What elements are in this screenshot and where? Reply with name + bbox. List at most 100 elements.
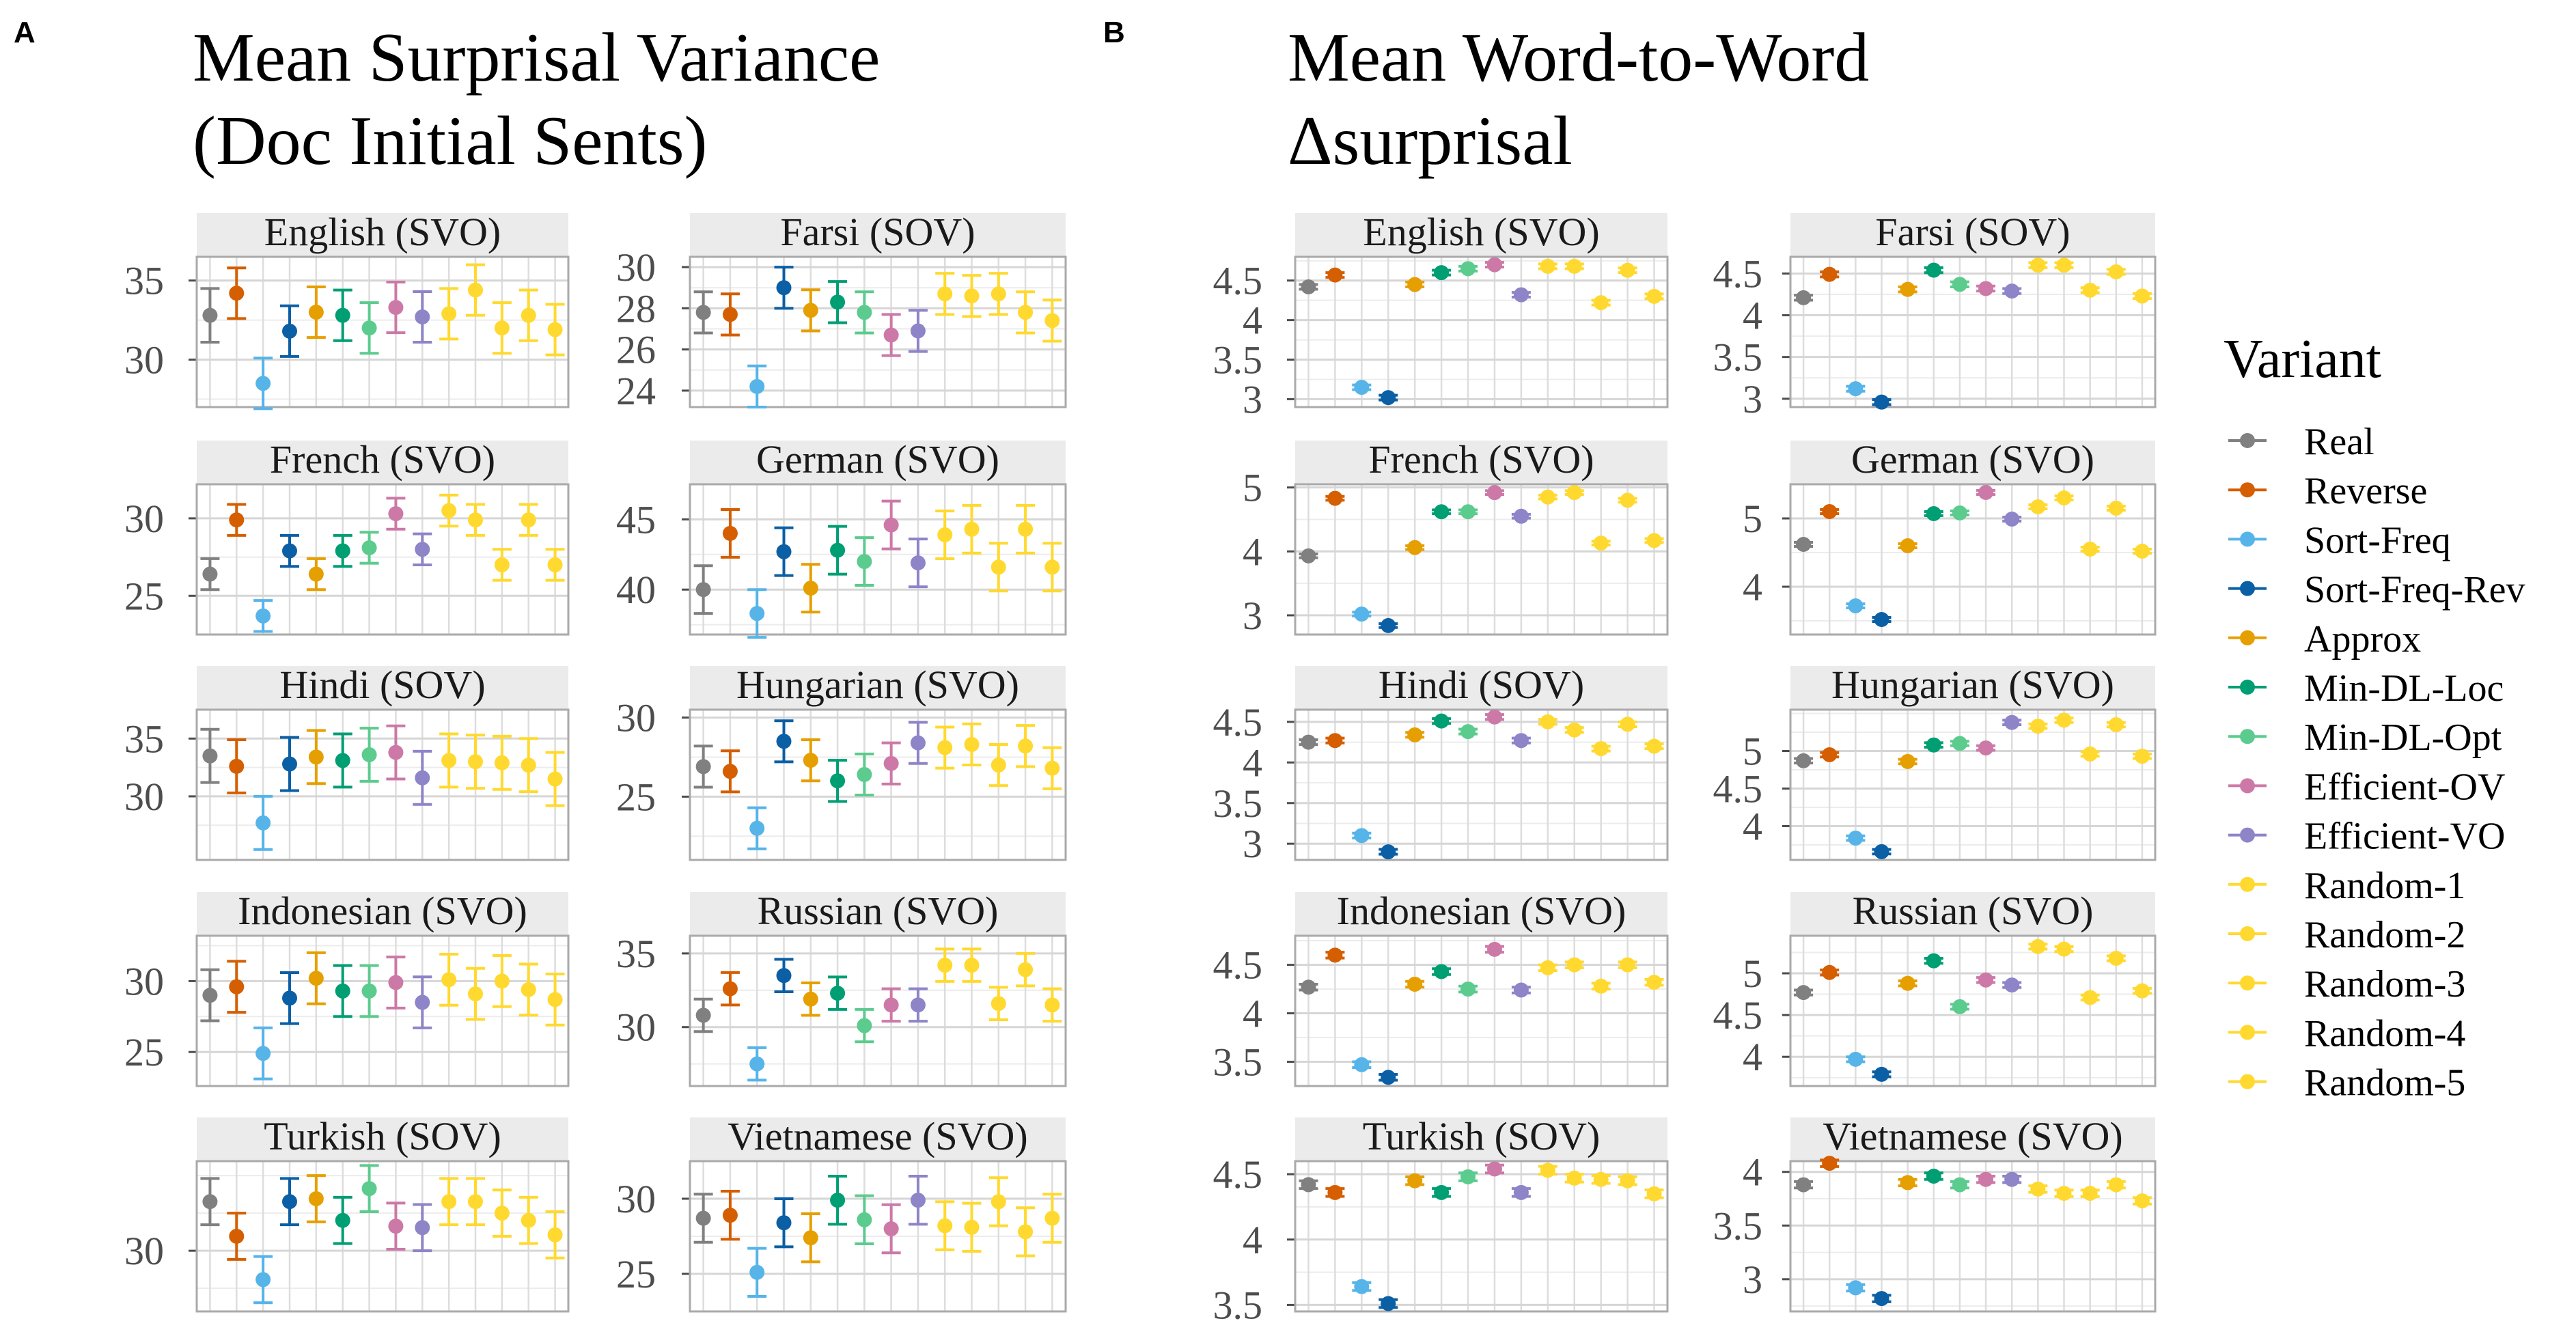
data-point — [468, 1194, 483, 1210]
data-point — [361, 983, 377, 999]
legend-key-point — [2240, 531, 2255, 547]
data-point — [308, 566, 324, 582]
legend-label: Random-1 — [2304, 865, 2465, 907]
facet-strip — [1295, 1117, 1667, 1161]
y-tick-label: 4.5 — [1213, 700, 1263, 744]
data-point — [229, 286, 245, 301]
y-tick-label: 35 — [616, 932, 656, 976]
data-point — [1327, 267, 1343, 283]
legend-title: Variant — [2224, 329, 2381, 389]
data-point — [857, 766, 872, 782]
data-point — [1566, 485, 1582, 501]
legend-label: Min-DL-Opt — [2304, 716, 2502, 759]
legend-label: Reverse — [2304, 470, 2427, 512]
data-point — [202, 307, 218, 323]
data-point — [1434, 964, 1450, 979]
data-point — [1381, 390, 1396, 406]
y-tick-label: 5 — [1743, 497, 1762, 541]
facet-panel — [1295, 484, 1667, 635]
y-tick-label: 35 — [124, 259, 164, 303]
data-point — [441, 503, 457, 518]
data-point — [830, 986, 846, 1001]
chart-title-line: Δsurprisal — [1288, 102, 1573, 180]
data-point — [910, 323, 926, 339]
data-point — [1566, 1170, 1582, 1186]
data-point — [803, 303, 818, 318]
data-point — [1301, 279, 1316, 294]
data-point — [1018, 1224, 1034, 1240]
data-point — [1796, 290, 1812, 305]
facet: French (SVO) 3 4 5 — [1243, 437, 1669, 638]
facet: English (SVO) 30 35 — [124, 210, 570, 410]
data-point — [1646, 738, 1662, 754]
legend-label: Random-5 — [2304, 1062, 2465, 1104]
facet: Vietnamese (SVO) 25 30 — [616, 1114, 1067, 1313]
legend-item: Random-5 — [2228, 1062, 2465, 1104]
y-tick-label: 3 — [1243, 377, 1262, 421]
facet-strip — [1295, 441, 1667, 484]
legend-label: Random-4 — [2304, 1012, 2465, 1055]
facet: Russian (SVO) 44.55 — [1713, 889, 2157, 1087]
data-point — [547, 1227, 563, 1242]
legend-item: Efficient-OV — [2228, 766, 2505, 808]
data-point — [282, 990, 297, 1006]
data-point — [1848, 1051, 1864, 1067]
y-tick-label: 3.5 — [1213, 1283, 1263, 1327]
facet: Turkish (SOV) 3.5 4 4.5 — [1213, 1114, 1669, 1327]
y-tick-label: 45 — [616, 497, 656, 542]
data-point — [388, 744, 404, 760]
data-point — [2082, 542, 2098, 557]
data-point — [1486, 709, 1502, 725]
facet-label: Russian (SVO) — [1853, 889, 2094, 933]
y-tick-label: 3.5 — [1213, 781, 1263, 826]
facet: Hungarian (SVO) 44.55 — [1713, 663, 2157, 861]
data-point — [282, 1194, 297, 1210]
facet-strip — [1790, 666, 2155, 710]
data-point — [1018, 521, 1034, 537]
data-point — [1018, 962, 1034, 977]
legend-label: Sort-Freq — [2304, 519, 2451, 561]
data-point — [991, 286, 1006, 302]
facet-panel — [197, 257, 568, 407]
data-point — [1381, 1296, 1396, 1311]
y-tick-label: 30 — [616, 1177, 656, 1221]
facet-strip — [690, 892, 1066, 936]
facet-label: Farsi (SOV) — [780, 210, 975, 254]
data-point — [441, 306, 457, 322]
data-point — [2004, 977, 2020, 993]
data-point — [1566, 258, 1582, 274]
data-point — [2004, 283, 2020, 299]
y-tick-label: 5 — [1743, 951, 1762, 996]
facet-label: Indonesian (SVO) — [238, 889, 527, 933]
data-point — [1978, 485, 1994, 500]
data-point — [2082, 1186, 2098, 1201]
data-point — [1646, 1186, 1662, 1201]
data-point — [415, 1220, 430, 1236]
data-point — [1926, 1169, 1941, 1184]
data-point — [1381, 844, 1396, 860]
data-point — [1434, 1184, 1450, 1200]
data-point — [1620, 1173, 1635, 1188]
facet: Farsi (SOV) 33.544.5 — [1713, 210, 2157, 421]
facet: German (SVO) 40 45 — [616, 437, 1067, 639]
legend-label: Random-2 — [2304, 914, 2465, 956]
data-point — [468, 282, 483, 298]
data-point — [803, 753, 818, 768]
data-point — [1796, 985, 1812, 1001]
data-point — [1434, 504, 1450, 520]
y-tick-label: 4 — [1743, 1035, 1762, 1079]
legend-key-point — [2240, 827, 2255, 843]
facet-strip — [1295, 666, 1667, 710]
data-point — [282, 756, 297, 772]
facet-border — [1789, 934, 2157, 1087]
y-tick-label: 3 — [1743, 377, 1762, 421]
y-tick-label: 3 — [1243, 594, 1262, 638]
facet-panel — [197, 484, 568, 635]
data-point — [2030, 258, 2046, 273]
facet-label: Farsi (SOV) — [1875, 210, 2070, 254]
legend-item: Random-1 — [2228, 865, 2465, 907]
data-point — [1354, 1057, 1370, 1072]
data-point — [1620, 492, 1635, 508]
data-point — [1354, 1279, 1370, 1294]
data-point — [830, 294, 846, 310]
